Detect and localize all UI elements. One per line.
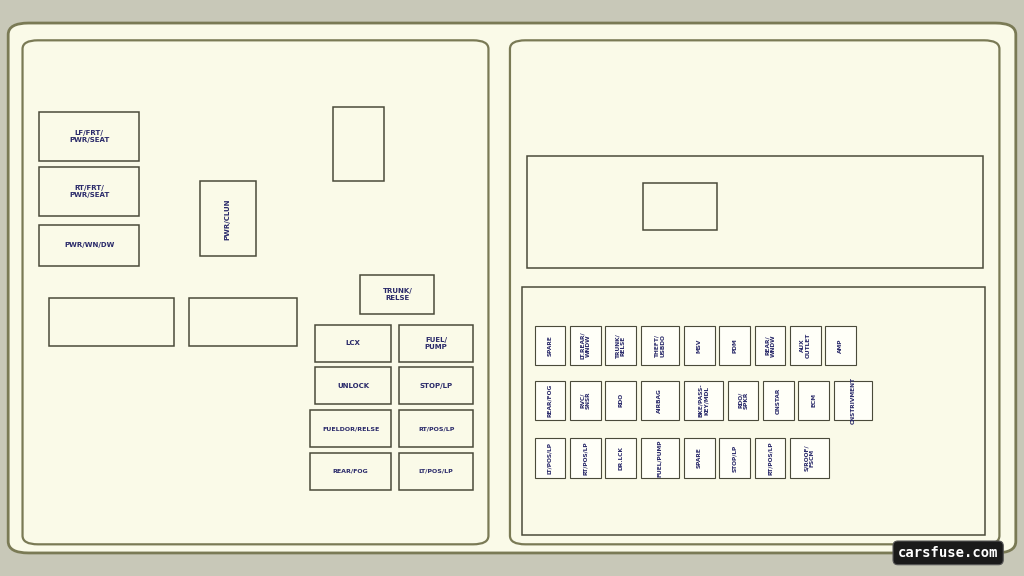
Text: UNLOCK: UNLOCK (337, 383, 370, 389)
Bar (641, 381, 680, 420)
Text: TRUNK/
RELSE: TRUNK/ RELSE (382, 288, 413, 301)
Bar (727, 381, 758, 420)
Bar (189, 298, 297, 346)
Bar (684, 381, 723, 420)
Text: FUEL/
PUMP: FUEL/ PUMP (425, 337, 447, 350)
Bar (200, 181, 256, 256)
Text: STOP/LP: STOP/LP (420, 383, 453, 389)
Bar (535, 326, 565, 365)
Text: REAR/FOG: REAR/FOG (333, 469, 369, 473)
Text: THEFT/
USBDO: THEFT/ USBDO (654, 334, 666, 357)
Bar (684, 326, 715, 365)
Text: DR.LCK: DR.LCK (618, 446, 623, 470)
Bar (315, 325, 391, 362)
Bar (49, 298, 174, 346)
Bar (360, 275, 434, 314)
Bar (569, 438, 600, 478)
Bar (825, 326, 856, 365)
Bar (605, 381, 636, 420)
Text: RDO/
SPKR: RDO/ SPKR (737, 392, 749, 409)
Bar (310, 410, 391, 447)
Bar (399, 410, 473, 447)
Text: RT/POS/LP: RT/POS/LP (418, 426, 455, 431)
Bar (399, 367, 473, 404)
Text: AUX
OUTLET: AUX OUTLET (800, 333, 811, 358)
Text: PDM: PDM (732, 338, 737, 353)
FancyBboxPatch shape (8, 23, 1016, 553)
Text: RVC/
SNSR: RVC/ SNSR (580, 392, 591, 409)
Text: ECM: ECM (811, 393, 816, 407)
Bar (399, 453, 473, 490)
Text: STOP/LP: STOP/LP (732, 444, 737, 472)
Text: CNSTRIVMENT: CNSTRIVMENT (851, 377, 855, 424)
Bar (790, 438, 828, 478)
Text: PWR/CLUN: PWR/CLUN (225, 198, 230, 240)
Bar (569, 381, 600, 420)
Text: REAR/
WNDW: REAR/ WNDW (765, 334, 775, 357)
Bar (315, 367, 391, 404)
Bar (399, 325, 473, 362)
Text: RT/POS/LP: RT/POS/LP (768, 441, 772, 475)
Text: ONSTAR: ONSTAR (776, 387, 780, 414)
Bar (643, 183, 717, 230)
Bar (798, 381, 828, 420)
Bar (684, 438, 715, 478)
Text: REAR/FOG: REAR/FOG (548, 384, 552, 417)
Text: LT/POS/LP: LT/POS/LP (419, 469, 454, 473)
Bar (522, 287, 985, 535)
Bar (333, 107, 384, 181)
Bar (310, 453, 391, 490)
Bar (641, 438, 680, 478)
Text: SPARE: SPARE (548, 335, 552, 356)
Text: AMP: AMP (839, 338, 843, 353)
Text: carsfuse.com: carsfuse.com (898, 546, 998, 560)
Text: SPARE: SPARE (697, 448, 701, 468)
Bar (641, 326, 680, 365)
Bar (755, 438, 785, 478)
Text: RT/FRT/
PWR/SEAT: RT/FRT/ PWR/SEAT (69, 185, 110, 198)
Bar (39, 112, 139, 161)
Text: MSV: MSV (697, 339, 701, 353)
Bar (39, 225, 139, 266)
Text: PWR/WN/DW: PWR/WN/DW (63, 242, 115, 248)
Bar (719, 326, 750, 365)
Text: AIRBAG: AIRBAG (657, 388, 663, 412)
Bar (605, 438, 636, 478)
Text: FUELDOR/RELSE: FUELDOR/RELSE (323, 426, 379, 431)
Bar (535, 381, 565, 420)
Bar (535, 438, 565, 478)
Text: LF/FRT/
PWR/SEAT: LF/FRT/ PWR/SEAT (69, 130, 110, 143)
Bar (790, 326, 820, 365)
Bar (39, 167, 139, 216)
Text: LT/POS/LP: LT/POS/LP (548, 442, 552, 474)
Text: RT/POS/LP: RT/POS/LP (583, 441, 588, 475)
Text: LT.REAR/
WNDW: LT.REAR/ WNDW (580, 332, 591, 359)
Text: FUEL/PUMP: FUEL/PUMP (657, 439, 663, 477)
Bar (605, 326, 636, 365)
Text: LCX: LCX (346, 340, 360, 346)
Text: S/ROOF/
FSCM: S/ROOF/ FSCM (804, 445, 815, 471)
Text: TRUNK/
RELSE: TRUNK/ RELSE (615, 334, 626, 358)
Text: BKE/PASS-
KEY/MDL: BKE/PASS- KEY/MDL (698, 384, 709, 417)
Text: RDO: RDO (618, 393, 623, 407)
Bar (763, 381, 794, 420)
Bar (569, 326, 600, 365)
Bar (719, 438, 750, 478)
Bar (527, 156, 983, 268)
Bar (755, 326, 785, 365)
FancyBboxPatch shape (510, 40, 999, 544)
Bar (834, 381, 872, 420)
FancyBboxPatch shape (23, 40, 488, 544)
